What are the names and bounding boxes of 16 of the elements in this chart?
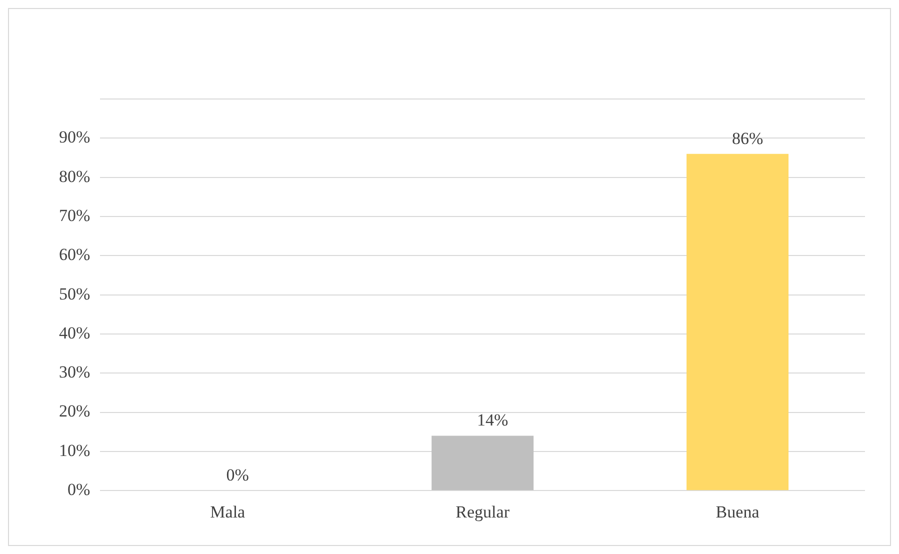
y-tick-label: 30% (58, 362, 90, 382)
data-label: 0% (226, 466, 249, 485)
y-tick-label: 0% (67, 480, 90, 500)
x-tick-label: Mala (210, 502, 246, 522)
y-tick-label: 10% (58, 440, 90, 460)
y-tick-label: 60% (58, 245, 90, 264)
x-tick-label: Regular (456, 502, 510, 522)
x-tick-label: Buena (716, 502, 760, 522)
y-tick-label: 70% (58, 206, 90, 225)
y-tick-label: 90% (58, 128, 90, 147)
y-tick-label: 20% (58, 402, 90, 421)
y-tick-label: 40% (58, 323, 90, 342)
data-label: 86% (732, 128, 764, 148)
y-tick-label: 50% (58, 284, 90, 304)
data-label: 14% (476, 410, 508, 430)
y-tick-label: 80% (58, 166, 90, 186)
